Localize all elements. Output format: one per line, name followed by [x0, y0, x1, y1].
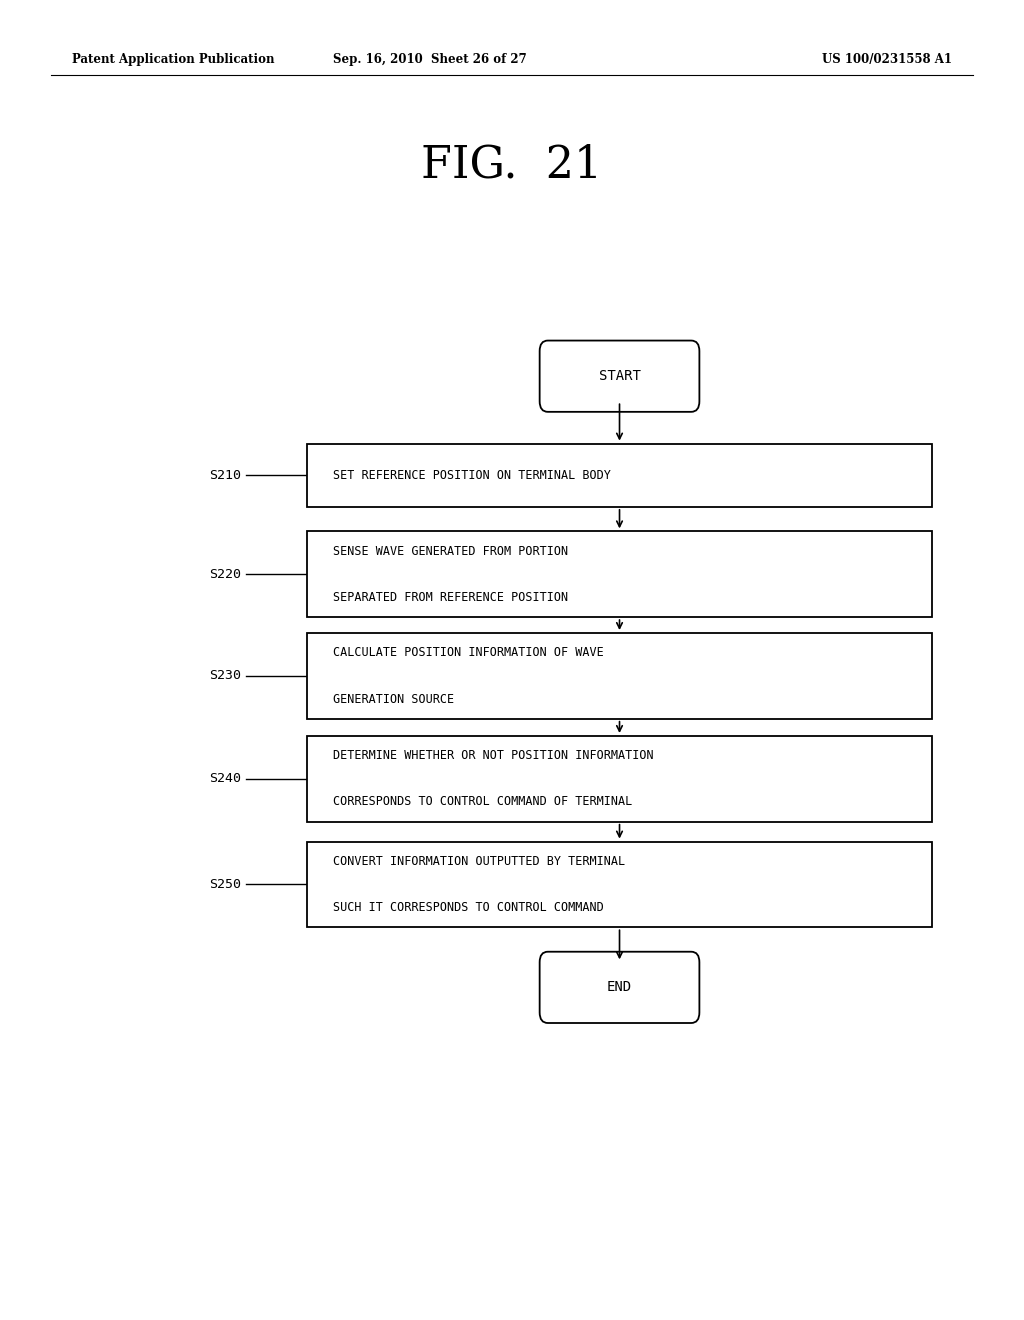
Text: S250: S250 — [209, 878, 241, 891]
Bar — [307, 634, 932, 718]
Text: SUCH IT CORRESPONDS TO CONTROL COMMAND: SUCH IT CORRESPONDS TO CONTROL COMMAND — [333, 902, 603, 913]
Text: S210: S210 — [209, 469, 241, 482]
Text: S230: S230 — [209, 669, 241, 682]
Text: S240: S240 — [209, 772, 241, 785]
Text: SET REFERENCE POSITION ON TERMINAL BODY: SET REFERENCE POSITION ON TERMINAL BODY — [333, 469, 610, 482]
Bar — [307, 842, 932, 927]
FancyBboxPatch shape — [540, 341, 699, 412]
Text: SENSE WAVE GENERATED FROM PORTION: SENSE WAVE GENERATED FROM PORTION — [333, 545, 568, 557]
Text: CALCULATE POSITION INFORMATION OF WAVE: CALCULATE POSITION INFORMATION OF WAVE — [333, 647, 603, 659]
Text: S220: S220 — [209, 568, 241, 581]
Text: FIG.  21: FIG. 21 — [421, 144, 603, 186]
Text: US 100/0231558 A1: US 100/0231558 A1 — [822, 53, 952, 66]
Text: SEPARATED FROM REFERENCE POSITION: SEPARATED FROM REFERENCE POSITION — [333, 591, 568, 603]
Text: START: START — [599, 370, 640, 383]
Text: Sep. 16, 2010  Sheet 26 of 27: Sep. 16, 2010 Sheet 26 of 27 — [333, 53, 527, 66]
Text: Patent Application Publication: Patent Application Publication — [72, 53, 274, 66]
Bar — [307, 444, 932, 507]
Text: CORRESPONDS TO CONTROL COMMAND OF TERMINAL: CORRESPONDS TO CONTROL COMMAND OF TERMIN… — [333, 796, 632, 808]
Bar — [307, 532, 932, 618]
Bar — [307, 737, 932, 821]
Text: CONVERT INFORMATION OUTPUTTED BY TERMINAL: CONVERT INFORMATION OUTPUTTED BY TERMINA… — [333, 855, 625, 867]
FancyBboxPatch shape — [540, 952, 699, 1023]
Text: GENERATION SOURCE: GENERATION SOURCE — [333, 693, 454, 705]
Text: DETERMINE WHETHER OR NOT POSITION INFORMATION: DETERMINE WHETHER OR NOT POSITION INFORM… — [333, 750, 653, 762]
Text: END: END — [607, 981, 632, 994]
